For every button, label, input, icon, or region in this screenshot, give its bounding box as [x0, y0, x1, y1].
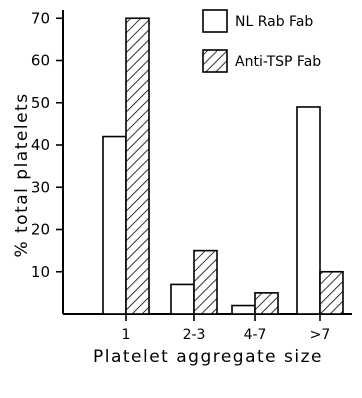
- legend-swatch-nl-rab-fab: [202, 9, 228, 33]
- y-axis-ticks: 10 20 30 40 50 60 70: [31, 9, 63, 281]
- bar-nl-rab-fab-3: [231, 304, 256, 315]
- bar-nl-rab-fab-4: [296, 106, 321, 315]
- bar-nl-rab-fab-2: [170, 283, 195, 315]
- plot-area: 10 20 30 40 50 60 70 1 2-3 4-7 >7: [31, 9, 352, 343]
- legend: NL Rab Fab Anti-TSP Fab: [202, 9, 321, 73]
- y-tick-label: 20: [31, 221, 50, 239]
- bar-anti-tsp-fab-4: [319, 270, 344, 315]
- y-tick-label: 50: [31, 94, 50, 112]
- y-axis-title: % total platelets: [12, 92, 32, 257]
- x-tick-label: 2-3: [183, 327, 206, 343]
- y-tick-label: 70: [31, 9, 50, 27]
- legend-label: NL Rab Fab: [235, 14, 313, 30]
- x-tick-label: >7: [310, 327, 331, 343]
- legend-label: Anti-TSP Fab: [235, 54, 321, 70]
- legend-swatch-anti-tsp-fab: [202, 49, 228, 73]
- bars: [102, 17, 344, 315]
- bar-nl-rab-fab-1: [102, 135, 127, 315]
- x-tick-label: 4-7: [244, 327, 267, 343]
- x-axis-title: Platelet aggregate size: [93, 347, 323, 367]
- x-tick-label: 1: [122, 327, 131, 343]
- y-tick-label: 60: [31, 52, 50, 70]
- bar-anti-tsp-fab-2: [193, 249, 218, 315]
- bar-anti-tsp-fab-1: [125, 17, 150, 315]
- y-tick-label: 40: [31, 136, 50, 154]
- bar-anti-tsp-fab-3: [254, 292, 279, 315]
- x-axis-ticks: 1 2-3 4-7 >7: [122, 314, 331, 343]
- y-tick-label: 10: [31, 263, 50, 281]
- y-tick-label: 30: [31, 178, 50, 196]
